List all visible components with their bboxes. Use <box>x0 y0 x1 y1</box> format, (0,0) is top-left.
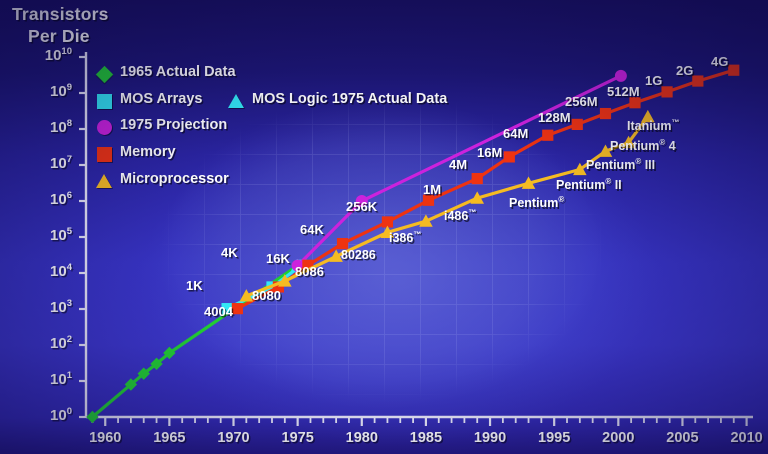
y-axis-tick-label: 1010 <box>44 46 72 64</box>
data-point-memory <box>471 172 483 185</box>
data-point-microprocessor <box>239 289 254 302</box>
y-axis-tick-label: 105 <box>50 226 72 244</box>
data-point-memory <box>599 107 612 120</box>
data-label-pentium: Pentium® <box>509 195 565 211</box>
data-point-memory <box>542 129 554 141</box>
x-axis-tick-label: 1980 <box>345 430 378 446</box>
data-point-1965-actual-data <box>163 346 176 360</box>
data-point-microprocessor <box>521 176 536 189</box>
x-axis-tick-label: 1975 <box>281 430 314 446</box>
y-axis-tick-label: 102 <box>50 334 72 352</box>
data-point-microprocessor <box>470 191 485 204</box>
data-label-4g: 4G <box>711 54 729 69</box>
y-axis-tick-label: 106 <box>50 190 72 208</box>
data-label-16k: 16K <box>266 251 290 266</box>
data-label-i486: i486™ <box>444 208 477 224</box>
x-axis-tick-label: 1995 <box>538 430 571 446</box>
data-label-4m: 4M <box>449 157 468 172</box>
legend-marker-mos-logic-1975-actual-data <box>228 94 244 108</box>
data-label-64k: 64K <box>300 222 324 237</box>
data-point-memory <box>302 259 314 271</box>
data-point-memory <box>272 281 285 293</box>
x-axis-tick-label: 1965 <box>153 430 186 446</box>
data-point-1975-projection <box>614 69 627 82</box>
data-label-pentium-ii: Pentium® II <box>556 177 622 193</box>
legend-label-microprocessor: Microprocessor <box>120 171 229 187</box>
data-label-64m: 64M <box>503 126 529 141</box>
data-label-80286: 80286 <box>341 248 376 262</box>
chart-title-line1: Transistors <box>12 4 109 24</box>
data-label-8080: 8080 <box>252 288 281 303</box>
data-point-1965-actual-data <box>124 378 138 391</box>
data-point-memory <box>503 151 515 163</box>
data-point-memory <box>728 64 740 76</box>
legend-marker-memory <box>96 146 112 162</box>
y-axis-tick-label: 108 <box>50 118 72 136</box>
x-axis-tick-label: 1990 <box>473 430 507 446</box>
y-axis-tick-label: 103 <box>50 298 72 316</box>
legend-marker-microprocessor <box>96 174 112 188</box>
x-axis-tick-label: 1970 <box>217 430 250 446</box>
data-point-1965-actual-data <box>150 357 163 371</box>
data-label-1g: 1G <box>645 73 663 88</box>
data-point-1975-projection <box>355 195 368 207</box>
x-axis-tick-label: 2000 <box>602 430 635 446</box>
data-label-256m: 256M <box>565 94 598 109</box>
legend-label-1965-actual-data: 1965 Actual Data <box>120 64 236 80</box>
legend-label-mos-logic-1975-actual-data: MOS Logic 1975 Actual Data <box>252 91 448 107</box>
data-label-256k: 256K <box>346 199 378 214</box>
data-label-2g: 2G <box>676 63 694 78</box>
data-point-memory <box>231 303 243 315</box>
data-point-memory <box>692 75 704 87</box>
data-label-itanium: Itanium™ <box>627 118 680 134</box>
data-label-4004: 4004 <box>204 304 233 319</box>
x-axis-tick-label: 1960 <box>89 430 122 446</box>
data-label-512m: 512M <box>607 84 640 99</box>
y-axis-tick-label: 107 <box>50 154 72 172</box>
data-point-microprocessor <box>598 144 613 157</box>
data-point-memory <box>381 216 394 228</box>
legend-marker-1975-projection <box>96 119 112 135</box>
data-point-microprocessor <box>573 162 587 176</box>
data-label-1m: 1M <box>423 182 442 197</box>
data-point-microprocessor <box>380 225 395 239</box>
data-point-1965-actual-data <box>137 367 150 380</box>
data-point-microprocessor <box>419 214 433 227</box>
data-label-1k: 1K <box>186 278 203 293</box>
y-axis-tick-label: 101 <box>50 370 72 388</box>
data-point-memory <box>661 86 673 98</box>
data-point-microprocessor <box>621 135 636 149</box>
data-point-microprocessor <box>278 274 292 287</box>
data-point-memory <box>336 238 349 250</box>
data-label-8086: 8086 <box>295 264 324 279</box>
legend-marker-mos-arrays <box>96 93 112 109</box>
y-axis-tick-label: 100 <box>50 406 72 424</box>
data-point-memory <box>629 97 641 109</box>
data-point-microprocessor <box>329 249 343 262</box>
x-axis-tick-label: 2010 <box>730 430 763 446</box>
data-point-mos-arrays <box>221 303 233 315</box>
data-label-128m: 128M <box>538 110 571 125</box>
data-point-1965-actual-data <box>86 410 99 424</box>
data-label-i386: i386™ <box>389 230 422 246</box>
series-line-1965-actual-data <box>90 264 300 419</box>
data-point-memory <box>571 118 583 130</box>
y-axis-tick-label: 104 <box>50 262 72 280</box>
legend-label-mos-arrays: MOS Arrays <box>120 91 203 107</box>
legend-label-1975-projection: 1975 Projection <box>120 117 228 133</box>
data-point-microprocessor <box>641 109 655 123</box>
x-axis-tick-label: 1985 <box>409 430 443 446</box>
data-point-memory <box>422 194 435 206</box>
chart-title-line2: Per Die <box>28 26 90 46</box>
legend-label-memory: Memory <box>120 144 176 160</box>
data-label-4k: 4K <box>221 245 238 260</box>
y-axis-tick-label: 109 <box>50 82 72 100</box>
data-label-pentium-4: Pentium® 4 <box>610 138 676 154</box>
x-axis-tick-label: 2005 <box>666 430 699 446</box>
data-label-pentium-iii: Pentium® III <box>586 157 656 173</box>
data-label-16m: 16M <box>477 145 503 160</box>
